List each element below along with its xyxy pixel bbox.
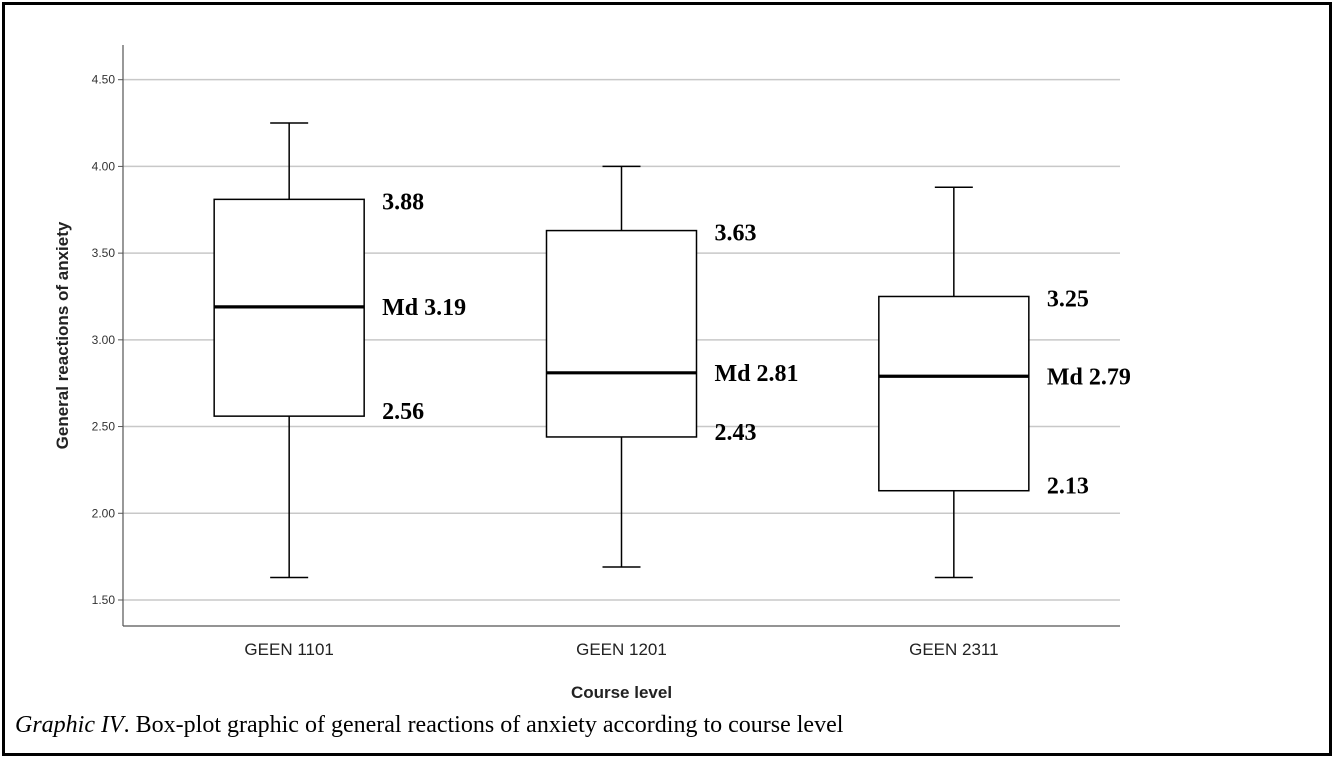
q1-label: 2.43 bbox=[715, 420, 757, 446]
iqr-box bbox=[545, 229, 698, 438]
median-label: Md 2.79 bbox=[1047, 364, 1131, 390]
iqr-box bbox=[878, 295, 1030, 492]
caption-label: Graphic IV bbox=[15, 712, 124, 738]
category-label: GEEN 1201 bbox=[576, 640, 667, 659]
median-label: Md 2.81 bbox=[715, 361, 799, 387]
y-tick-label: 2.00 bbox=[92, 506, 116, 520]
y-tick-label: 3.50 bbox=[92, 246, 116, 260]
category-label: GEEN 1101 bbox=[244, 640, 333, 659]
q3-label: 3.63 bbox=[715, 221, 757, 247]
q3-label: 3.88 bbox=[382, 189, 424, 215]
y-axis-label: General reactions of anxiety bbox=[53, 221, 72, 449]
box-plot-chart: 1.50 2.00 2.50 3.00 3.50 4.00 4.50 3.88 Md 3.19… bbox=[53, 45, 1131, 702]
box-1: 3.88 Md 3.19 2.56 bbox=[213, 122, 466, 579]
x-axis-label: Course level bbox=[571, 683, 672, 702]
category-label: GEEN 2311 bbox=[909, 640, 998, 659]
y-tick-label: 2.50 bbox=[92, 420, 116, 434]
category-labels: GEEN 1101 GEEN 1201 GEEN 2311 bbox=[244, 640, 998, 659]
y-tick-label: 4.50 bbox=[92, 73, 116, 87]
figure-caption: Graphic IV. Box-plot graphic of general … bbox=[15, 712, 843, 739]
y-tick-label: 4.00 bbox=[92, 159, 116, 173]
y-tick-labels: 1.50 2.00 2.50 3.00 3.50 4.00 4.50 bbox=[92, 73, 116, 607]
box-3: 3.25 Md 2.79 2.13 bbox=[878, 186, 1131, 579]
boxes: 3.88 Md 3.19 2.56 3.63 Md 2.81 2.43 3.25 Md 2.7… bbox=[213, 122, 1131, 579]
box-2: 3.63 Md 2.81 2.43 bbox=[545, 165, 799, 568]
caption-text: . Box-plot graphic of general reactions … bbox=[123, 712, 844, 738]
q3-label: 3.25 bbox=[1047, 286, 1089, 312]
q1-label: 2.56 bbox=[382, 399, 424, 425]
y-tick-label: 3.00 bbox=[92, 333, 116, 347]
q1-label: 2.13 bbox=[1047, 474, 1089, 500]
axes bbox=[118, 45, 1120, 627]
median-label: Md 3.19 bbox=[382, 295, 466, 321]
y-tick-label: 1.50 bbox=[92, 593, 116, 607]
